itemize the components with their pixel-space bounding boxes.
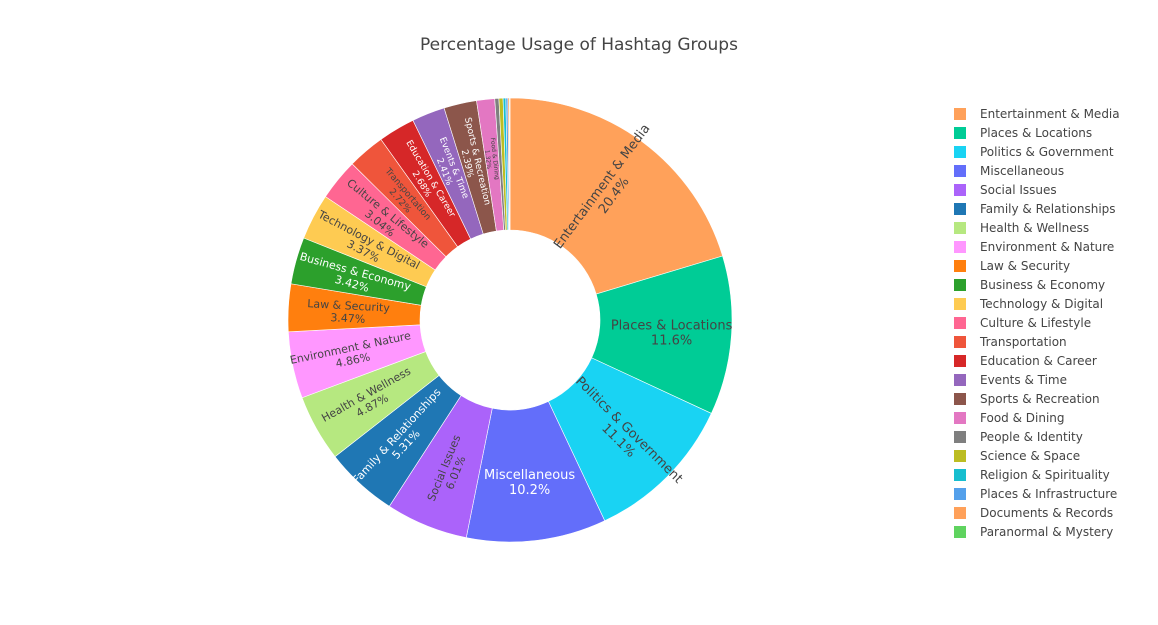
legend-label: People & Identity <box>980 430 1083 444</box>
legend-label: Education & Career <box>980 354 1097 368</box>
legend-item-business-and-economy[interactable]: Business & Economy <box>954 278 1105 292</box>
legend-swatch <box>954 336 966 348</box>
legend-item-religion-and-spirituality[interactable]: Religion & Spirituality <box>954 468 1110 482</box>
legend-label: Technology & Digital <box>979 297 1103 311</box>
donut-slices <box>287 97 733 543</box>
legend-label: Family & Relationships <box>980 202 1116 216</box>
legend-label: Science & Space <box>980 449 1080 463</box>
legend-item-documents-and-records[interactable]: Documents & Records <box>954 506 1113 520</box>
legend-item-environment-and-nature[interactable]: Environment & Nature <box>954 240 1114 254</box>
slice-entertainment-and-media[interactable] <box>509 97 723 295</box>
legend-label: Social Issues <box>980 183 1057 197</box>
legend-swatch <box>954 507 966 519</box>
legend-label: Business & Economy <box>980 278 1105 292</box>
legend-swatch <box>954 165 966 177</box>
legend-item-sports-and-recreation[interactable]: Sports & Recreation <box>954 392 1100 406</box>
legend-swatch <box>954 374 966 386</box>
legend-swatch <box>954 279 966 291</box>
slice-label-miscellaneous: Miscellaneous 10.2% <box>484 468 575 498</box>
slice-label-food-and-dining: Food & Dining1.32% <box>482 137 500 181</box>
legend-swatch <box>954 431 966 443</box>
legend-label: Food & Dining <box>980 411 1065 425</box>
legend-label: Miscellaneous <box>980 164 1064 178</box>
legend-swatch <box>954 469 966 481</box>
legend-swatch <box>954 412 966 424</box>
legend-item-science-and-space[interactable]: Science & Space <box>954 449 1080 463</box>
legend-swatch <box>954 355 966 367</box>
legend-swatch <box>954 108 966 120</box>
legend-swatch <box>954 393 966 405</box>
legend-label: Transportation <box>979 335 1067 349</box>
legend-swatch <box>954 298 966 310</box>
legend-swatch <box>954 450 966 462</box>
legend-swatch <box>954 203 966 215</box>
slice-paranormal-and-mystery[interactable] <box>509 97 511 231</box>
legend-label: Environment & Nature <box>980 240 1114 254</box>
legend-item-culture-and-lifestyle[interactable]: Culture & Lifestyle <box>954 316 1091 330</box>
legend-swatch <box>954 488 966 500</box>
legend-swatch <box>954 241 966 253</box>
legend-item-paranormal-and-mystery[interactable]: Paranormal & Mystery <box>954 525 1113 539</box>
legend-item-miscellaneous[interactable]: Miscellaneous <box>954 164 1064 178</box>
legend-label: Sports & Recreation <box>980 392 1100 406</box>
legend-item-food-and-dining[interactable]: Food & Dining <box>954 411 1065 425</box>
legend-label: Places & Infrastructure <box>980 487 1117 501</box>
slice-label-places-and-locations: Places & Locations 11.6% <box>611 319 733 349</box>
legend-item-politics-and-government[interactable]: Politics & Government <box>954 145 1114 159</box>
slice-label-law-and-security: Law & Security3.47% <box>306 297 390 327</box>
legend-item-social-issues[interactable]: Social Issues <box>954 183 1057 197</box>
legend[interactable]: Entertainment & Media Places & Locations P… <box>954 107 1120 539</box>
legend-swatch <box>954 146 966 158</box>
legend-item-places-and-infrastructure[interactable]: Places & Infrastructure <box>954 487 1117 501</box>
legend-label: Documents & Records <box>980 506 1113 520</box>
legend-swatch <box>954 222 966 234</box>
legend-label: Religion & Spirituality <box>980 468 1110 482</box>
legend-item-education-and-career[interactable]: Education & Career <box>954 354 1097 368</box>
legend-label: Entertainment & Media <box>980 107 1120 121</box>
legend-swatch <box>954 317 966 329</box>
legend-item-transportation[interactable]: Transportation <box>954 335 1067 349</box>
legend-item-people-and-identity[interactable]: People & Identity <box>954 430 1083 444</box>
legend-label: Culture & Lifestyle <box>980 316 1091 330</box>
legend-label: Paranormal & Mystery <box>980 525 1113 539</box>
legend-item-places-and-locations[interactable]: Places & Locations <box>954 126 1092 140</box>
slice-politics-and-government[interactable] <box>548 357 712 522</box>
legend-swatch <box>954 127 966 139</box>
legend-item-entertainment-and-media[interactable]: Entertainment & Media <box>954 107 1120 121</box>
legend-item-law-and-security[interactable]: Law & Security <box>954 259 1070 273</box>
legend-item-events-and-time[interactable]: Events & Time <box>954 373 1067 387</box>
legend-item-technology-and-digital[interactable]: Technology & Digital <box>954 297 1103 311</box>
legend-label: Law & Security <box>980 259 1070 273</box>
legend-swatch <box>954 260 966 272</box>
legend-label: Places & Locations <box>980 126 1092 140</box>
legend-swatch <box>954 184 966 196</box>
legend-label: Politics & Government <box>980 145 1114 159</box>
chart-title: Percentage Usage of Hashtag Groups <box>420 35 738 55</box>
legend-swatch <box>954 526 966 538</box>
legend-item-health-and-wellness[interactable]: Health & Wellness <box>954 221 1089 235</box>
legend-label: Health & Wellness <box>980 221 1089 235</box>
legend-item-family-and-relationships[interactable]: Family & Relationships <box>954 202 1116 216</box>
legend-label: Events & Time <box>980 373 1067 387</box>
